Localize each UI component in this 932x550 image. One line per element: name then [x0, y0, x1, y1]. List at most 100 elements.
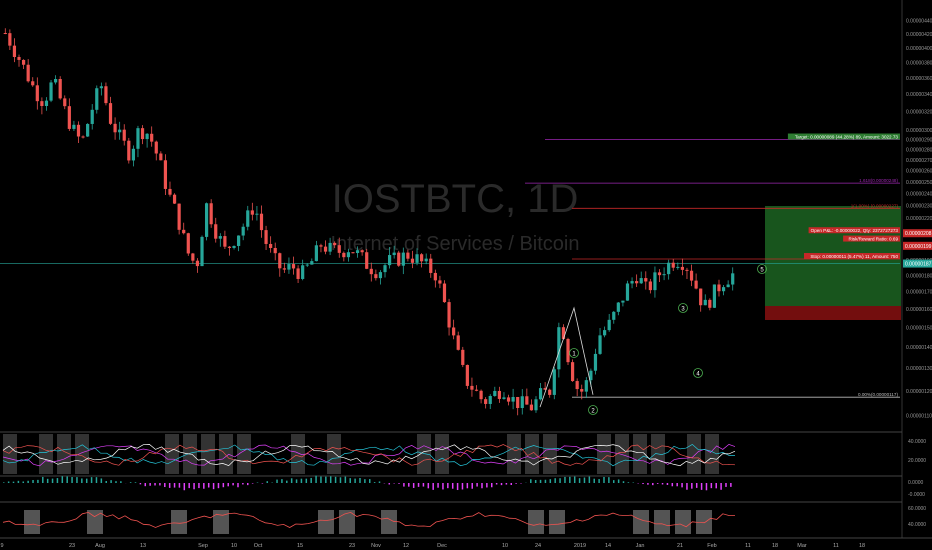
candle-body[interactable]: [246, 210, 250, 227]
candle-body[interactable]: [323, 246, 328, 252]
candle-body[interactable]: [387, 255, 392, 266]
candle-body[interactable]: [548, 389, 552, 395]
candle-body[interactable]: [657, 272, 662, 276]
candle-body[interactable]: [191, 253, 195, 261]
candle-body[interactable]: [603, 330, 607, 336]
candle-body[interactable]: [278, 253, 282, 269]
candle-body[interactable]: [557, 327, 561, 370]
candle-body[interactable]: [26, 64, 30, 82]
candle-body[interactable]: [374, 274, 378, 279]
wave-label-circle[interactable]: [757, 264, 767, 274]
candle-body[interactable]: [67, 106, 71, 129]
candle-body[interactable]: [72, 124, 76, 129]
candle-body[interactable]: [310, 261, 314, 265]
candle-body[interactable]: [671, 262, 675, 268]
candle-body[interactable]: [383, 265, 387, 273]
candle-body[interactable]: [337, 245, 341, 253]
candle-body[interactable]: [680, 266, 684, 270]
candle-body[interactable]: [429, 258, 433, 273]
wave-label-circle[interactable]: [569, 348, 579, 358]
candle-body[interactable]: [3, 33, 7, 35]
indicator-pane-3[interactable]: 60.0000 40.0000: [2, 506, 926, 534]
candle-body[interactable]: [154, 141, 158, 154]
candle-body[interactable]: [621, 300, 625, 303]
candle-body[interactable]: [218, 236, 222, 239]
candle-body[interactable]: [163, 160, 168, 189]
wave-label-circle[interactable]: [693, 368, 703, 378]
candle-body[interactable]: [438, 280, 442, 284]
candle-body[interactable]: [90, 109, 94, 124]
candle-body[interactable]: [694, 280, 698, 289]
candle-body[interactable]: [360, 250, 364, 253]
candle-body[interactable]: [456, 335, 460, 350]
candle-body[interactable]: [127, 140, 131, 161]
candle-body[interactable]: [420, 254, 424, 262]
candle-body[interactable]: [186, 233, 190, 254]
candle-body[interactable]: [525, 396, 529, 405]
candle-body[interactable]: [406, 252, 410, 259]
candle-body[interactable]: [378, 272, 383, 279]
candle-body[interactable]: [616, 302, 620, 312]
candle-body[interactable]: [301, 265, 305, 279]
candle-body[interactable]: [653, 272, 657, 291]
candle-body[interactable]: [49, 82, 53, 101]
candle-body[interactable]: [689, 270, 694, 281]
candle-body[interactable]: [575, 381, 579, 390]
candle-body[interactable]: [282, 268, 286, 270]
candle-body[interactable]: [538, 388, 543, 400]
candle-body[interactable]: [287, 264, 291, 270]
candle-body[interactable]: [17, 56, 21, 60]
candle-body[interactable]: [424, 258, 428, 262]
candle-body[interactable]: [479, 390, 483, 400]
candle-body[interactable]: [365, 252, 369, 269]
candle-body[interactable]: [333, 242, 337, 246]
candle-body[interactable]: [182, 229, 186, 234]
candle-body[interactable]: [369, 268, 373, 275]
candle-body[interactable]: [708, 299, 712, 308]
wave-label-circle[interactable]: [678, 303, 688, 313]
candle-body[interactable]: [177, 203, 181, 230]
candle-body[interactable]: [721, 287, 726, 292]
candle-body[interactable]: [433, 272, 437, 281]
candle-body[interactable]: [392, 252, 396, 256]
candle-body[interactable]: [136, 128, 140, 149]
candle-body[interactable]: [644, 278, 648, 282]
candle-body[interactable]: [699, 288, 703, 306]
candle-body[interactable]: [21, 59, 26, 65]
indicator-pane-2[interactable]: 0.0000 -0.0000: [3, 475, 925, 498]
candle-body[interactable]: [401, 252, 405, 266]
candle-body[interactable]: [712, 284, 717, 308]
candle-body[interactable]: [58, 79, 62, 99]
candle-body[interactable]: [465, 364, 469, 386]
candle-body[interactable]: [635, 281, 639, 284]
candle-body[interactable]: [502, 397, 506, 399]
candle-body[interactable]: [223, 236, 227, 247]
candle-body[interactable]: [31, 81, 35, 86]
candle-body[interactable]: [447, 302, 451, 328]
candle-body[interactable]: [319, 245, 323, 247]
candle-body[interactable]: [497, 390, 501, 399]
candle-body[interactable]: [40, 101, 44, 107]
candle-body[interactable]: [204, 203, 209, 237]
candle-body[interactable]: [122, 129, 126, 141]
candle-body[interactable]: [291, 264, 296, 269]
candle-body[interactable]: [493, 390, 497, 396]
candle-body[interactable]: [159, 153, 163, 161]
candle-body[interactable]: [717, 284, 721, 292]
price-axis[interactable]: 0.00000440 0.00000420 0.00000400 0.00000380…: [906, 19, 932, 420]
candle-body[interactable]: [639, 278, 643, 284]
candle-body[interactable]: [104, 86, 108, 104]
wave-labels[interactable]: 1 2 3 4 5: [539, 264, 767, 415]
candle-body[interactable]: [76, 124, 81, 137]
candle-body[interactable]: [676, 266, 680, 268]
candle-body[interactable]: [113, 123, 117, 133]
candle-body[interactable]: [168, 188, 172, 195]
candle-body[interactable]: [648, 281, 652, 291]
candle-body[interactable]: [54, 79, 58, 83]
candle-body[interactable]: [227, 246, 232, 248]
candle-body[interactable]: [8, 33, 12, 46]
candle-body[interactable]: [237, 235, 241, 246]
candle-body[interactable]: [667, 262, 671, 275]
candle-body[interactable]: [172, 194, 177, 204]
